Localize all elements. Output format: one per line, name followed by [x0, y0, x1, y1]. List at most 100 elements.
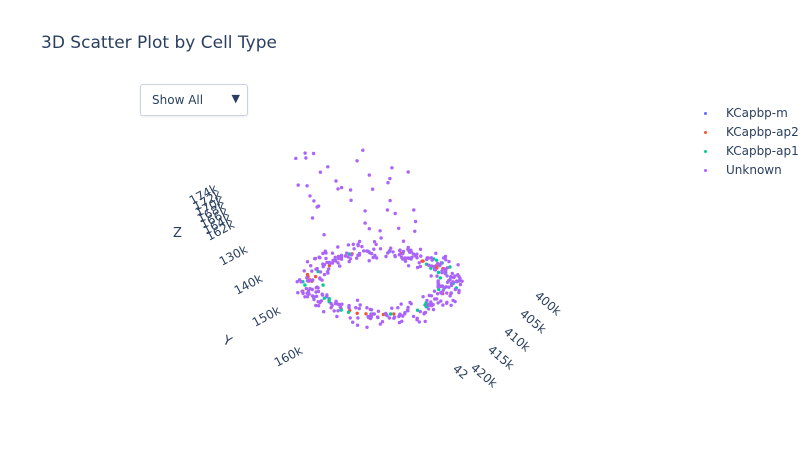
point-unknown [296, 183, 300, 187]
x-tick-label: 415k [485, 343, 517, 373]
point-unknown [450, 271, 454, 276]
point-unknown [304, 156, 308, 160]
point-unknown [460, 279, 464, 283]
point-unknown [449, 275, 453, 279]
point-unknown [445, 291, 449, 295]
point-unknown [305, 184, 309, 188]
point-unknown [321, 262, 325, 266]
point-unknown [418, 264, 422, 269]
point-unknown [412, 208, 416, 212]
point-unknown [448, 277, 452, 282]
point-unknown [345, 251, 349, 255]
point-unknown [387, 316, 392, 320]
point-kcapbp-ap1 [434, 258, 439, 262]
point-unknown [430, 258, 434, 262]
point-unknown [311, 151, 316, 156]
x-tick-label: 420k [468, 361, 500, 391]
y-tick-label: 130k [217, 242, 250, 268]
chevron-down-icon: ▼ [231, 92, 240, 105]
point-unknown [390, 166, 394, 170]
point-unknown [385, 313, 389, 318]
point-unknown [369, 315, 373, 319]
point-unknown [347, 305, 351, 309]
point-unknown [429, 304, 434, 308]
point-unknown [361, 148, 365, 152]
point-unknown [374, 242, 378, 247]
point-unknown [343, 254, 348, 258]
point-unknown [392, 316, 396, 320]
point-unknown [384, 254, 388, 259]
point-unknown [449, 291, 453, 295]
point-unknown [456, 263, 460, 267]
point-unknown [336, 187, 340, 191]
point-unknown [406, 264, 411, 268]
point-unknown [315, 266, 319, 271]
point-kcapbp-ap1 [321, 283, 325, 287]
point-unknown [313, 257, 317, 261]
point-unknown [334, 299, 338, 303]
point-unknown [456, 273, 460, 277]
point-unknown [305, 279, 310, 283]
point-unknown [294, 156, 298, 161]
point-unknown [429, 274, 433, 278]
point-unknown [426, 307, 431, 311]
point-unknown [312, 297, 316, 302]
point-unknown [369, 308, 374, 312]
point-unknown [393, 211, 397, 216]
legend-label: KCapbp-m [726, 106, 788, 120]
point-unknown [332, 309, 336, 313]
point-unknown [363, 221, 367, 225]
point-unknown [372, 240, 377, 244]
point-unknown [320, 292, 324, 296]
point-unknown [326, 165, 330, 169]
point-unknown [435, 292, 440, 296]
point-unknown [360, 244, 364, 249]
point-unknown [371, 255, 375, 260]
cell-type-filter-dropdown[interactable]: Show All ▼ [140, 84, 248, 116]
point-unknown [336, 309, 340, 313]
point-unknown [417, 320, 421, 324]
point-unknown [323, 249, 327, 253]
point-unknown [318, 277, 322, 281]
point-unknown [397, 313, 402, 318]
point-unknown [368, 251, 372, 255]
chart-title: 3D Scatter Plot by Cell Type [41, 33, 277, 53]
point-unknown [314, 294, 319, 298]
point-unknown [434, 251, 438, 255]
y-tick-label: 150k [250, 303, 283, 329]
point-unknown [315, 205, 319, 209]
point-unknown [388, 176, 392, 181]
point-kcapbp-ap2 [313, 274, 318, 279]
point-unknown [330, 261, 335, 265]
point-unknown [339, 185, 344, 190]
point-unknown [322, 233, 326, 237]
point-unknown [325, 270, 330, 274]
point-unknown [321, 251, 325, 256]
point-unknown [308, 194, 312, 198]
point-unknown [355, 256, 359, 260]
point-unknown [453, 274, 457, 278]
point-unknown [388, 248, 392, 253]
point-unknown [372, 312, 376, 316]
point-unknown [386, 181, 390, 185]
point-unknown [310, 287, 314, 292]
point-kcapbp-ap1 [327, 297, 331, 301]
point-unknown [375, 315, 380, 319]
point-unknown [406, 305, 410, 310]
point-unknown [310, 216, 315, 220]
point-unknown [401, 251, 405, 256]
point-kcapbp-ap1 [303, 283, 307, 287]
point-unknown [401, 239, 406, 243]
point-unknown [325, 295, 329, 299]
x-tick-label: 42 [450, 362, 471, 383]
point-unknown [429, 294, 434, 298]
point-unknown [305, 276, 309, 280]
point-unknown [440, 270, 444, 275]
point-unknown [438, 263, 442, 267]
point-unknown [449, 283, 454, 288]
point-unknown [354, 306, 358, 310]
point-unknown [333, 255, 337, 259]
point-unknown [339, 257, 344, 261]
point-unknown [429, 300, 433, 304]
